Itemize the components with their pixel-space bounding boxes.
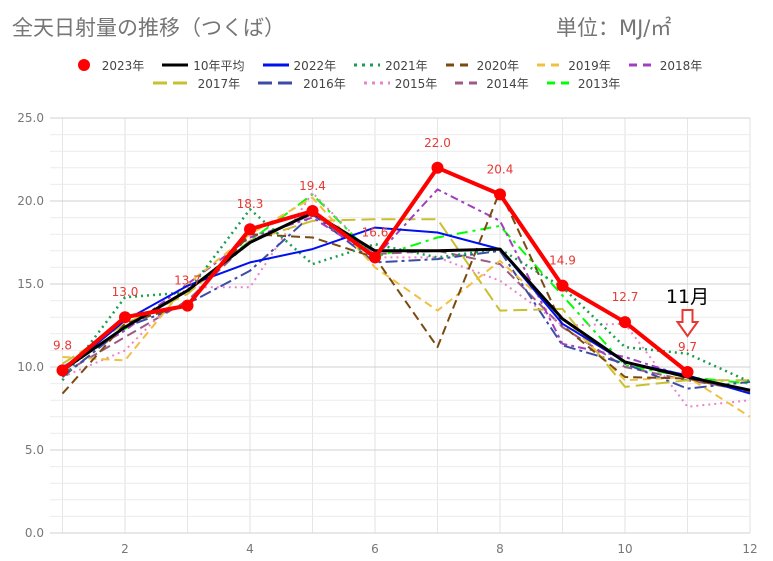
y-tick-label: 10.0 bbox=[17, 360, 44, 374]
legend-label: 2016年 bbox=[303, 76, 346, 91]
legend-item: 2013年 bbox=[546, 75, 621, 92]
data-label: 22.0 bbox=[424, 136, 451, 150]
legend-item: 2014年 bbox=[455, 75, 529, 92]
data-label: 16.6 bbox=[362, 225, 389, 239]
data-label: 18.3 bbox=[237, 197, 264, 211]
legend-swatch bbox=[262, 63, 289, 67]
x-tick-label: 10 bbox=[617, 542, 632, 556]
data-point bbox=[119, 311, 131, 324]
chart-title: 全天日射量の推移（つくば） bbox=[12, 16, 285, 40]
legend-item: 10年平均 bbox=[162, 57, 245, 74]
unit-label: 単位：MJ/㎡ bbox=[556, 16, 672, 40]
data-label: 14.9 bbox=[549, 254, 576, 268]
series-line-2017年 bbox=[61, 218, 750, 388]
legend-label: 2023年 bbox=[101, 58, 145, 73]
legend-label: 2015年 bbox=[394, 76, 438, 91]
legend-row: 2023年 10年平均 2022年 2021年 2020年 2019年 2018年 bbox=[0, 56, 773, 74]
legend-swatch bbox=[546, 81, 573, 85]
legend-label: 2017年 bbox=[197, 76, 241, 91]
y-tick-label: 25.0 bbox=[17, 111, 44, 125]
legend-label: 2021年 bbox=[385, 58, 428, 73]
data-label: 12.7 bbox=[612, 290, 639, 304]
data-label: 19.4 bbox=[299, 179, 326, 193]
legend-item: 2019年 bbox=[537, 57, 611, 74]
data-label: 9.8 bbox=[53, 338, 72, 352]
legend-item: 2017年 bbox=[152, 75, 241, 92]
data-label: 20.4 bbox=[487, 162, 514, 176]
data-point bbox=[306, 204, 319, 217]
y-tick-label: 15.0 bbox=[17, 277, 44, 291]
legend-label: 10年平均 bbox=[193, 58, 245, 73]
data-point bbox=[431, 161, 444, 174]
legend-swatch bbox=[258, 81, 299, 85]
legend-item: 2021年 bbox=[354, 57, 428, 74]
series-line-2021年 bbox=[61, 208, 751, 384]
data-point bbox=[681, 365, 694, 378]
data-point bbox=[556, 279, 569, 292]
data-label: 13.7 bbox=[174, 274, 201, 288]
data-point bbox=[369, 251, 381, 264]
y-tick-label: 5.0 bbox=[25, 443, 44, 457]
legend-label: 2018年 bbox=[659, 58, 703, 73]
legend-item: 2016年 bbox=[258, 75, 346, 92]
month-annotation: 11月 bbox=[666, 286, 709, 308]
x-tick-label: 2 bbox=[121, 542, 129, 556]
legend-swatch bbox=[162, 63, 189, 67]
data-point bbox=[56, 364, 69, 377]
series-line-10年平均 bbox=[61, 211, 751, 392]
legend-item: 2022年 bbox=[262, 57, 337, 74]
legend-swatch bbox=[455, 81, 482, 85]
legend-swatch bbox=[77, 59, 90, 71]
legend-swatch bbox=[628, 63, 655, 67]
x-tick-label: 6 bbox=[371, 542, 379, 556]
down-arrow-icon bbox=[675, 309, 700, 338]
x-tick-label: 8 bbox=[496, 542, 504, 556]
legend-label: 2022年 bbox=[293, 58, 337, 73]
data-label: 9.7 bbox=[678, 340, 697, 354]
legend-swatch bbox=[537, 63, 564, 67]
legend-swatch bbox=[445, 63, 472, 67]
series-line-2016年 bbox=[61, 213, 751, 390]
legend-label: 2019年 bbox=[568, 58, 611, 73]
x-tick-label: 12 bbox=[742, 542, 757, 556]
legend-item: 2015年 bbox=[363, 75, 438, 92]
data-point bbox=[494, 188, 506, 201]
legend-row: 2017年 2016年 2015年 2014年 2013年 bbox=[0, 74, 773, 92]
legend-item: 2020年 bbox=[445, 57, 520, 74]
legend-swatch bbox=[152, 81, 193, 85]
legend-item: 2018年 bbox=[628, 57, 703, 74]
data-point bbox=[181, 299, 194, 312]
legend-label: 2013年 bbox=[577, 76, 621, 91]
y-tick-label: 0.0 bbox=[25, 526, 44, 540]
y-tick-label: 20.0 bbox=[17, 194, 44, 208]
data-label: 13.0 bbox=[112, 285, 139, 299]
grid bbox=[50, 117, 751, 534]
legend-label: 2020年 bbox=[476, 58, 520, 73]
data-point bbox=[619, 316, 631, 329]
legend-item: 2023年 bbox=[71, 57, 145, 74]
data-point bbox=[244, 223, 256, 236]
series-line-2015年 bbox=[62, 191, 751, 408]
x-tick-label: 4 bbox=[246, 542, 254, 556]
legend-label: 2014年 bbox=[486, 76, 529, 91]
legend: 2023年 10年平均 2022年 2021年 2020年 2019年 2018年 2017年… bbox=[0, 56, 773, 92]
